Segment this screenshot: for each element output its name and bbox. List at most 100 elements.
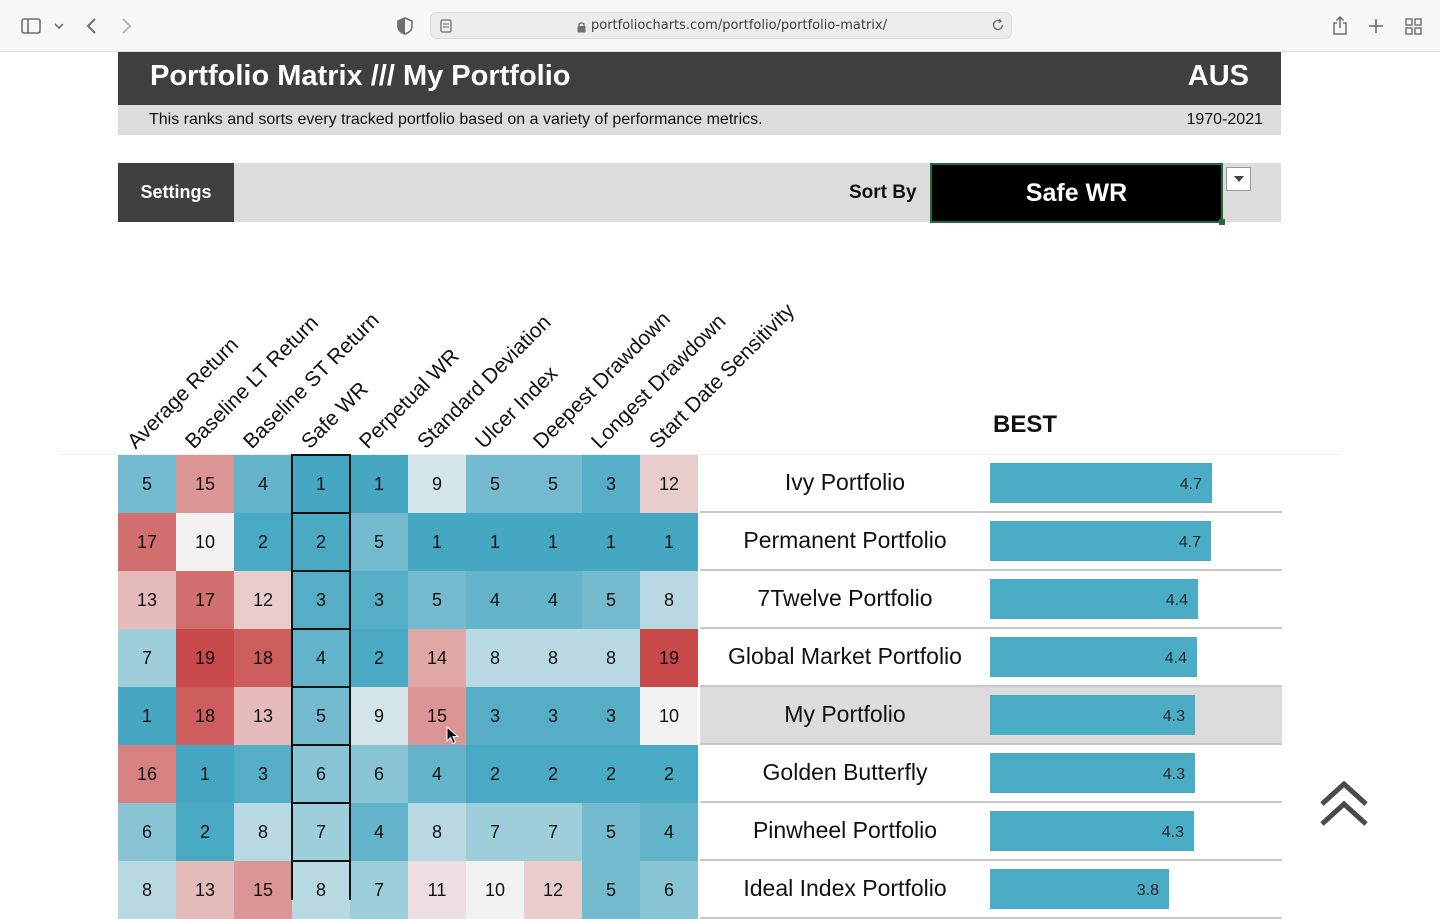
portfolio-name[interactable]: Permanent Portfolio bbox=[743, 527, 947, 553]
url-text[interactable]: portfoliocharts.com/portfolio/portfolio-… bbox=[591, 18, 887, 33]
rank-cell: 5 bbox=[408, 571, 466, 629]
rank-cell: 2 bbox=[524, 745, 582, 803]
rank-cell: 18 bbox=[176, 687, 234, 745]
page-header: Portfolio Matrix /// My Portfolio AUS bbox=[118, 52, 1281, 105]
rank-cell: 3 bbox=[292, 571, 350, 629]
date-range: 1970-2021 bbox=[1186, 111, 1263, 128]
table-row: 17 10 2 2 5 1 1 1 1 1 Permanent Portfolio 4.7 bbox=[118, 513, 1282, 571]
portfolio-name-cell: Pinwheel Portfolio 4.3 bbox=[700, 803, 1282, 861]
rank-cell: 8 bbox=[582, 629, 640, 687]
rank-cell: 1 bbox=[524, 513, 582, 571]
score-bar: 4.4 bbox=[990, 579, 1198, 619]
sidebar-toggle-icon[interactable] bbox=[20, 14, 42, 38]
rank-cell: 7 bbox=[292, 803, 350, 861]
lock-icon bbox=[577, 20, 586, 38]
rank-cell: 2 bbox=[176, 803, 234, 861]
rank-cell: 1 bbox=[640, 513, 698, 571]
score-value: 4.3 bbox=[1162, 708, 1185, 725]
rank-cell: 7 bbox=[350, 861, 408, 919]
portfolio-name[interactable]: 7Twelve Portfolio bbox=[757, 585, 933, 611]
address-bar[interactable]: portfoliocharts.com/portfolio/portfolio-… bbox=[430, 12, 1012, 39]
sort-by-select[interactable]: Safe WR bbox=[930, 163, 1223, 223]
portfolio-name-cell: Ivy Portfolio 4.7 bbox=[700, 455, 1282, 513]
rank-cell: 11 bbox=[408, 861, 466, 919]
column-header: Perpetual WR bbox=[355, 344, 464, 454]
page-description: This ranks and sorts every tracked portf… bbox=[149, 111, 763, 128]
rank-cell: 1 bbox=[176, 745, 234, 803]
share-icon[interactable] bbox=[1330, 14, 1350, 38]
table-row: 1 18 13 5 9 15 3 3 3 10 My Portfolio 4.3 bbox=[118, 687, 1282, 745]
rank-cell: 13 bbox=[176, 861, 234, 919]
double-chevron-up-icon bbox=[1320, 780, 1368, 826]
privacy-shield-icon[interactable] bbox=[396, 14, 414, 38]
rank-cell: 8 bbox=[234, 803, 292, 861]
selected-column-divider bbox=[291, 802, 351, 804]
reader-icon[interactable] bbox=[440, 19, 452, 38]
rank-cell: 4 bbox=[640, 803, 698, 861]
rank-cell: 19 bbox=[176, 629, 234, 687]
rank-cell: 2 bbox=[466, 745, 524, 803]
rank-cell: 4 bbox=[292, 629, 350, 687]
portfolio-name[interactable]: Global Market Portfolio bbox=[728, 643, 962, 669]
rank-cell: 2 bbox=[640, 745, 698, 803]
back-icon[interactable] bbox=[82, 14, 100, 38]
portfolio-name[interactable]: Golden Butterfly bbox=[762, 759, 928, 785]
rank-cell: 5 bbox=[524, 455, 582, 513]
rank-cell: 9 bbox=[408, 455, 466, 513]
rank-cell: 3 bbox=[582, 687, 640, 745]
sort-dropdown-button[interactable] bbox=[1226, 167, 1251, 191]
page-title: Portfolio Matrix /// My Portfolio bbox=[150, 60, 571, 92]
portfolio-name-cell: Golden Butterfly 4.3 bbox=[700, 745, 1282, 803]
reload-icon[interactable] bbox=[991, 18, 1005, 37]
tab-overview-icon[interactable] bbox=[1403, 14, 1423, 38]
rank-cell: 4 bbox=[524, 571, 582, 629]
score-bar: 4.3 bbox=[990, 811, 1194, 851]
portfolio-name-cell: Global Market Portfolio 4.4 bbox=[700, 629, 1282, 687]
rank-cell: 5 bbox=[582, 803, 640, 861]
rank-cell: 1 bbox=[582, 513, 640, 571]
best-label: BEST bbox=[993, 411, 1058, 438]
score-value: 4.3 bbox=[1161, 824, 1184, 841]
rank-cell: 2 bbox=[350, 629, 408, 687]
rank-cell: 1 bbox=[118, 687, 176, 745]
rank-cell: 8 bbox=[408, 803, 466, 861]
rank-cell: 7 bbox=[466, 803, 524, 861]
settings-button[interactable]: Settings bbox=[118, 163, 234, 222]
settings-bar: Settings Sort By Safe WR bbox=[118, 163, 1281, 225]
new-tab-icon[interactable] bbox=[1366, 14, 1386, 38]
portfolio-name-cell: 7Twelve Portfolio 4.4 bbox=[700, 571, 1282, 629]
score-bar: 4.3 bbox=[990, 695, 1195, 735]
rank-cell: 17 bbox=[176, 571, 234, 629]
browser-toolbar: portfoliocharts.com/portfolio/portfolio-… bbox=[0, 0, 1440, 52]
chevron-down-icon[interactable] bbox=[52, 14, 66, 38]
forward-icon[interactable] bbox=[118, 14, 136, 38]
table-row: 8 13 15 8 7 11 10 12 5 6 Ideal Index Portfolio 3.8 bbox=[118, 861, 1282, 919]
dropdown-arrow-icon bbox=[1233, 176, 1244, 182]
rank-cell: 1 bbox=[350, 455, 408, 513]
rank-cell: 3 bbox=[234, 745, 292, 803]
scroll-to-top-button[interactable] bbox=[1318, 780, 1370, 828]
score-bar: 4.3 bbox=[990, 753, 1195, 793]
portfolio-name-cell: Ideal Index Portfolio 3.8 bbox=[700, 861, 1282, 919]
rank-cell: 8 bbox=[466, 629, 524, 687]
rank-cell: 3 bbox=[582, 455, 640, 513]
rank-cell: 19 bbox=[640, 629, 698, 687]
sort-by-label: Sort By bbox=[849, 182, 917, 203]
rank-cell: 6 bbox=[118, 803, 176, 861]
rank-cell: 2 bbox=[234, 513, 292, 571]
rank-cell: 4 bbox=[466, 571, 524, 629]
table-row: 16 1 3 6 6 4 2 2 2 2 Golden Butterfly 4.3 bbox=[118, 745, 1282, 803]
rank-cell: 3 bbox=[524, 687, 582, 745]
score-bar: 4.7 bbox=[990, 521, 1211, 561]
portfolio-name[interactable]: My Portfolio bbox=[784, 701, 906, 727]
selected-column-divider bbox=[291, 860, 351, 862]
portfolio-name[interactable]: Ideal Index Portfolio bbox=[743, 875, 947, 901]
portfolio-name[interactable]: Pinwheel Portfolio bbox=[752, 817, 938, 843]
rank-cell: 5 bbox=[582, 571, 640, 629]
rank-cell: 5 bbox=[350, 513, 408, 571]
portfolio-name[interactable]: Ivy Portfolio bbox=[784, 469, 906, 495]
portfolio-name-cell: My Portfolio 4.3 bbox=[700, 687, 1282, 745]
rank-cell: 13 bbox=[234, 687, 292, 745]
rank-cell: 4 bbox=[408, 745, 466, 803]
rank-cell: 9 bbox=[350, 687, 408, 745]
